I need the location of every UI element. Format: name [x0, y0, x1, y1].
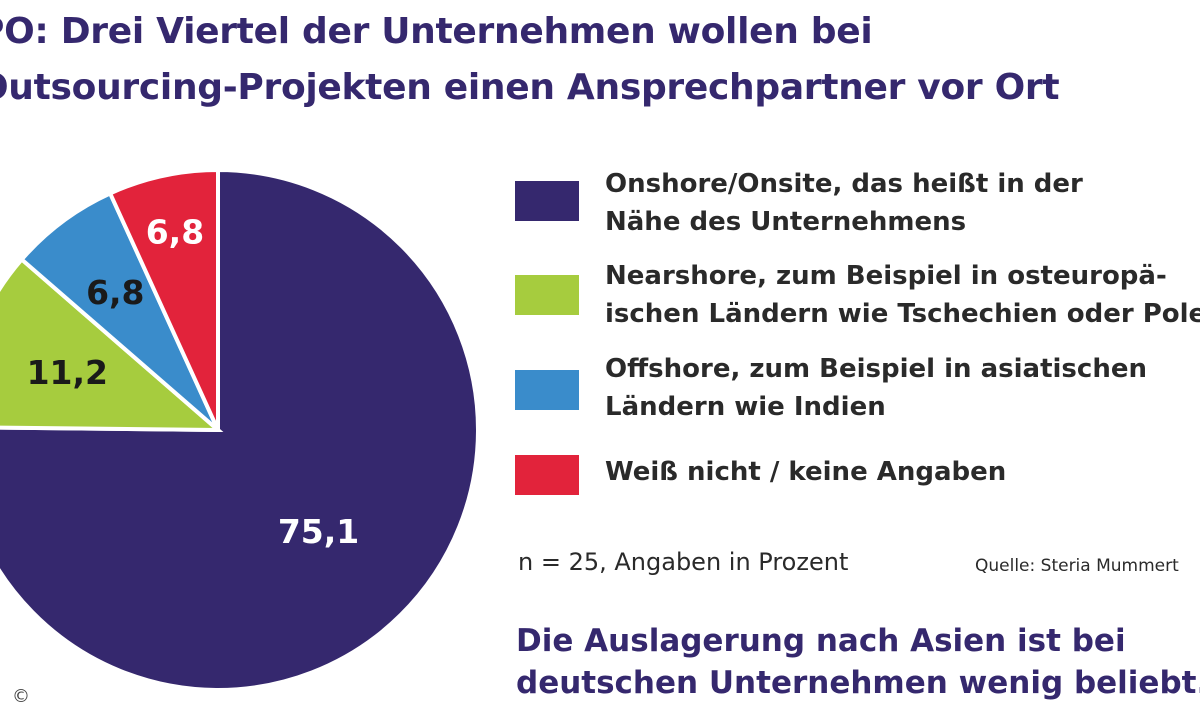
- legend-label-nearshore: Nearshore, zum Beispiel in osteuropä- is…: [605, 257, 1200, 333]
- footer-caption-line-1: Die Auslagerung nach Asien ist bei: [516, 623, 1126, 659]
- pie-slice-offshore: [18, 190, 220, 432]
- legend-swatch-onshore: [515, 181, 579, 221]
- pie-value-label-nearshore: 11,2: [27, 353, 108, 392]
- legend-label-nearshore-line-1: Nearshore, zum Beispiel in osteuropä-: [605, 261, 1167, 291]
- pie-labels: 75,1 11,2 6,86,8: [27, 212, 360, 551]
- legend-label-onshore-line-2: Nähe des Unternehmens: [605, 207, 967, 237]
- pie-value-label-onshore: 75,1: [278, 512, 359, 551]
- legend-swatch-offshore: [515, 370, 579, 410]
- legend-label-offshore-line-2: Ländern wie Indien: [605, 392, 886, 422]
- pie-slice-onshore: [0, 167, 480, 692]
- legend-label-onshore: Onshore/Onsite, das heißt in der Nähe de…: [605, 165, 1083, 241]
- legend-swatch-unknown: [515, 455, 579, 495]
- pie-slices: [0, 167, 480, 692]
- chart-title-line-1: PO: Drei Viertel der Unternehmen wollen …: [0, 11, 873, 52]
- legend-label-unknown-line-1: Weiß nicht / keine Angaben: [605, 457, 1007, 487]
- pie-chart: 75,1 11,2 6,86,8: [0, 167, 480, 692]
- pie-slice-nearshore: [0, 256, 224, 433]
- legend-label-unknown: Weiß nicht / keine Angaben: [605, 453, 1006, 491]
- footer-caption: Die Auslagerung nach Asien ist bei deuts…: [516, 620, 1200, 704]
- legend-label-offshore: Offshore, zum Beispiel in asiatischen Lä…: [605, 350, 1147, 426]
- pie-value-label-offshore: 6,8: [86, 273, 144, 312]
- legend-label-nearshore-line-2: ischen Ländern wie Tschechien oder Polen: [605, 299, 1200, 329]
- pie-slice-unknown: [107, 167, 220, 431]
- pie-value-label-unknown: 6,8: [146, 212, 204, 251]
- legend-label-offshore-line-1: Offshore, zum Beispiel in asiatischen: [605, 354, 1147, 384]
- chart-title-line-2: Outsourcing-Projekten einen Ansprechpart…: [0, 67, 1060, 108]
- footer-caption-line-2: deutschen Unternehmen wenig beliebt.: [516, 665, 1200, 701]
- sample-note: n = 25, Angaben in Prozent: [518, 548, 849, 576]
- legend-swatch-nearshore: [515, 275, 579, 315]
- source-credit: Quelle: Steria Mummert: [975, 556, 1179, 576]
- copyright-icon: ©: [12, 686, 30, 707]
- legend-label-onshore-line-1: Onshore/Onsite, das heißt in der: [605, 169, 1083, 199]
- chart-title: PO: Drei Viertel der Unternehmen wollen …: [0, 4, 1060, 116]
